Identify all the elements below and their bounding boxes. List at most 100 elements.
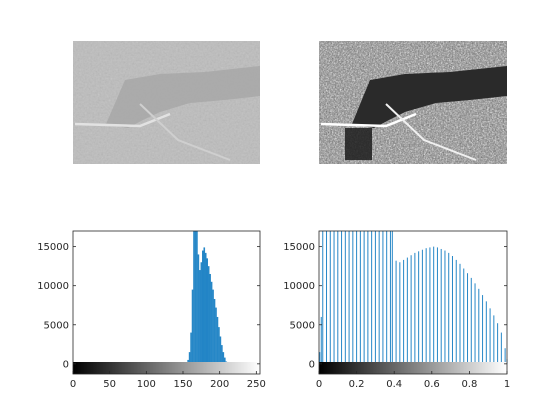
- original-image: [73, 41, 260, 164]
- bar: [333, 231, 335, 364]
- bar: [418, 251, 420, 364]
- bar: [193, 231, 195, 364]
- bar: [395, 260, 397, 364]
- colorbar: [319, 362, 507, 374]
- bar: [425, 248, 427, 364]
- x-tick-label: 50: [103, 379, 116, 390]
- y-tick-label: 15000: [37, 242, 69, 253]
- bar: [200, 262, 203, 364]
- bar: [194, 231, 197, 364]
- bar: [467, 273, 469, 364]
- bar: [459, 263, 461, 364]
- bar: [359, 231, 361, 364]
- bar: [209, 273, 211, 364]
- bar: [403, 259, 405, 364]
- histogram-equalized: 0 5000 10000 15000 0 0.2 0.4 0.6 0.8 1: [283, 230, 510, 390]
- bar: [386, 231, 388, 364]
- bar: [382, 231, 384, 364]
- plot-area: [73, 231, 260, 374]
- bar: [329, 231, 331, 364]
- y-tick-label: 0: [309, 359, 315, 370]
- bar: [470, 277, 472, 364]
- bar: [451, 256, 453, 364]
- bar-series: [185, 231, 230, 364]
- x-tick-label: 100: [137, 379, 156, 390]
- bar: [500, 332, 502, 364]
- bar: [414, 252, 416, 364]
- bar: [429, 247, 431, 364]
- x-tick-label: 200: [210, 379, 229, 390]
- axes-frame: [72, 230, 261, 375]
- bar: [348, 231, 350, 364]
- y-tick-label: 10000: [283, 281, 315, 292]
- x-tick-label: 0.2: [349, 379, 365, 390]
- bar: [433, 246, 435, 364]
- bar: [374, 231, 376, 364]
- bar: [436, 247, 438, 364]
- x-tick-label: 0.6: [424, 379, 440, 390]
- bar: [341, 231, 343, 364]
- y-tick-label: 15000: [283, 242, 315, 253]
- bar: [391, 231, 393, 364]
- bar: [363, 231, 365, 364]
- bar: [455, 259, 457, 364]
- bar: [356, 231, 358, 364]
- bar: [203, 247, 206, 364]
- x-tick-label: 250: [247, 379, 266, 390]
- plot-area: [319, 231, 507, 374]
- x-tick-label: 150: [173, 379, 192, 390]
- colorbar: [73, 362, 260, 374]
- bar-series: [319, 231, 508, 364]
- bar: [196, 231, 198, 364]
- bar: [199, 270, 201, 364]
- y-tick-label: 5000: [290, 320, 315, 331]
- bar: [367, 231, 369, 364]
- axes-frame: [318, 230, 508, 375]
- x-tick-label: 0.4: [386, 379, 402, 390]
- bar: [222, 352, 225, 364]
- bar: [322, 231, 324, 364]
- bar: [389, 231, 391, 364]
- x-tick-label: 0: [70, 379, 76, 390]
- bar: [197, 254, 200, 364]
- bar: [371, 231, 373, 364]
- x-tick-label: 0: [316, 379, 322, 390]
- bar: [504, 348, 506, 364]
- bar: [218, 327, 220, 364]
- equalized-image: [319, 41, 507, 164]
- bar: [187, 359, 189, 364]
- x-tick-label: 1: [504, 379, 510, 390]
- y-tick-label: 10000: [37, 281, 69, 292]
- bar: [221, 345, 223, 364]
- bar: [224, 357, 226, 364]
- bar: [448, 252, 450, 364]
- bar: [206, 258, 208, 364]
- bar: [207, 266, 210, 364]
- bar: [210, 281, 213, 364]
- bar: [216, 316, 219, 364]
- bar: [463, 268, 465, 364]
- y-tick-label: 5000: [44, 320, 69, 331]
- bar: [219, 336, 222, 364]
- bar: [482, 295, 484, 364]
- bar: [215, 307, 217, 364]
- bar: [344, 231, 346, 364]
- bar: [378, 231, 380, 364]
- bar: [489, 308, 491, 364]
- bar: [337, 231, 339, 364]
- bar: [421, 249, 423, 364]
- bar: [320, 316, 322, 364]
- x-tick-label: 0.8: [461, 379, 477, 390]
- histogram-original: 0 5000 10000 15000 0 50 100 150 200 250: [37, 230, 266, 390]
- bar: [444, 250, 446, 364]
- bar: [406, 257, 408, 364]
- bar: [485, 301, 487, 364]
- bar: [326, 231, 328, 364]
- bar: [478, 288, 480, 364]
- bar: [399, 262, 401, 364]
- bar: [212, 289, 214, 364]
- bar: [474, 283, 476, 364]
- bar: [410, 255, 412, 364]
- bar: [202, 250, 204, 364]
